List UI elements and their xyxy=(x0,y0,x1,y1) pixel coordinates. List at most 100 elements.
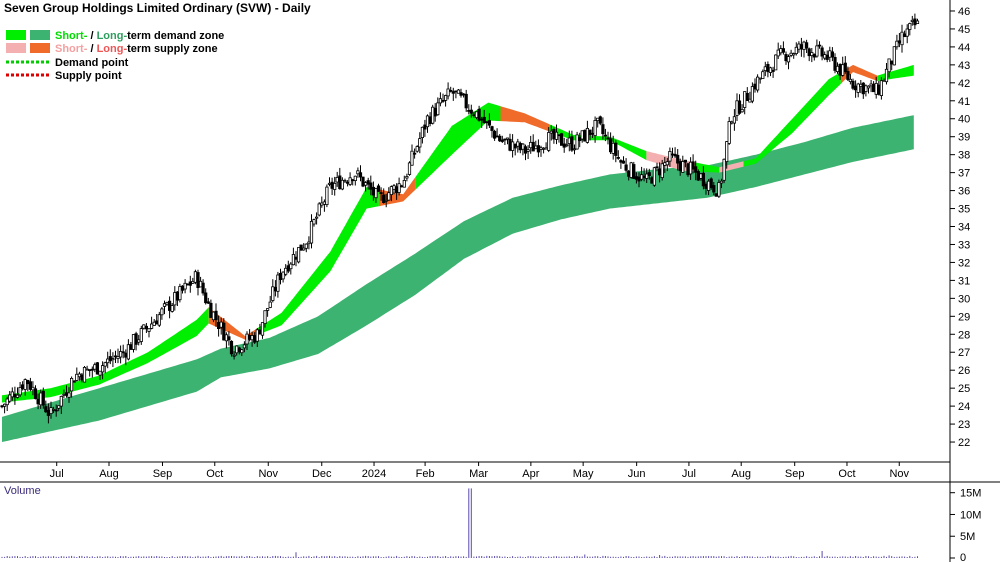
price-bar-body xyxy=(52,408,56,411)
price-bar-body xyxy=(304,243,308,249)
price-bar-body xyxy=(108,356,112,362)
price-bar-body xyxy=(477,108,481,121)
price-bar-body xyxy=(82,366,87,383)
price-bar-body xyxy=(835,65,840,73)
time-axis-ticks: Jul Aug Sep Oct Nov Dec 2024 Feb Mar Apr May Jun Jul… xyxy=(50,462,910,480)
price-bar-body xyxy=(642,175,646,178)
price-bar-body xyxy=(637,176,641,182)
price-bar-body xyxy=(72,380,76,383)
price-bar-body xyxy=(513,143,517,149)
price-bar-body xyxy=(531,141,535,152)
price-bar-body xyxy=(126,344,130,360)
price-bar-body xyxy=(763,66,767,72)
price-bar-body xyxy=(879,80,884,96)
volume-axis-ticks: 0 5M 10M 15M xyxy=(950,488,981,562)
price-bar-body xyxy=(776,49,780,57)
price-bar-body xyxy=(93,364,97,370)
price-bar-body xyxy=(57,405,61,409)
price-bar-body xyxy=(498,135,502,142)
price-bar-body xyxy=(851,80,855,89)
price-bar-body xyxy=(557,134,561,137)
time-tick-label: Jul xyxy=(50,468,64,480)
price-bar-body xyxy=(792,53,796,56)
short-term-supply-band xyxy=(500,106,550,132)
price-bar-body xyxy=(650,177,654,184)
price-bar-body xyxy=(180,285,185,291)
price-bar-body xyxy=(750,86,755,102)
price-bar-body xyxy=(464,93,468,109)
price-bar-body xyxy=(348,177,352,185)
price-bar-body xyxy=(877,84,881,95)
price-bar-body xyxy=(593,120,597,137)
price-tick-label: 43 xyxy=(958,60,970,72)
price-bar-body xyxy=(20,384,25,389)
price-bar-body xyxy=(565,144,569,147)
price-bar-body xyxy=(490,126,494,131)
price-bar-body xyxy=(699,173,703,179)
price-bar-body xyxy=(242,344,246,349)
price-bar-body xyxy=(400,185,404,188)
price-bar-body xyxy=(737,100,742,114)
price-bar-body xyxy=(255,329,259,342)
price-tick-label: 46 xyxy=(958,6,970,18)
price-bar-body xyxy=(603,134,608,137)
price-bar-body xyxy=(85,368,89,371)
price-bar-body xyxy=(186,283,190,286)
price-bar-body xyxy=(36,398,40,405)
price-bar-body xyxy=(596,117,600,121)
time-tick-label: Oct xyxy=(206,468,223,480)
legend-supply-zone: Short- / Long-term supply zone xyxy=(55,43,218,55)
price-bar-body xyxy=(418,138,422,148)
price-bar-body xyxy=(487,120,492,126)
price-bar-body xyxy=(575,134,579,150)
price-bar-body xyxy=(660,163,664,179)
price-bar-body xyxy=(585,127,590,143)
price-bar-body xyxy=(276,274,280,292)
price-bar-body xyxy=(284,267,288,275)
price-bar-body xyxy=(232,354,236,357)
price-bar-body xyxy=(670,153,675,156)
price-bar-body xyxy=(627,170,631,177)
price-bar-body xyxy=(139,328,143,342)
price-bar-body xyxy=(353,175,357,181)
price-bar-body xyxy=(469,109,473,114)
price-bar-body xyxy=(740,109,744,113)
price-bar-body xyxy=(325,186,329,206)
price-bar-body xyxy=(366,180,370,185)
price-bar-body xyxy=(820,47,824,57)
price-tick-label: 30 xyxy=(958,293,970,305)
price-bar-body xyxy=(124,352,128,358)
legend-demand-zone: Short- / Long-term demand zone xyxy=(55,30,224,42)
price-bar-body xyxy=(224,334,228,342)
price-bar-body xyxy=(351,179,355,182)
price-bar-body xyxy=(8,394,12,402)
price-bar-body xyxy=(75,373,79,381)
price-bar-body xyxy=(843,62,847,72)
price-bar-body xyxy=(345,181,350,184)
price-bar-body xyxy=(665,161,669,166)
price-bar-body xyxy=(655,166,659,169)
price-bar-body xyxy=(887,58,891,73)
price-bar-body xyxy=(253,335,257,343)
price-bar-body xyxy=(562,143,566,148)
price-bar-body xyxy=(717,182,721,197)
price-tick-label: 37 xyxy=(958,168,970,180)
price-bar-body xyxy=(691,161,695,170)
price-tick-label: 34 xyxy=(958,222,970,234)
price-bar-body xyxy=(601,124,605,135)
price-tick-label: 45 xyxy=(958,24,970,36)
price-bar-body xyxy=(88,369,92,372)
price-bar-body xyxy=(838,63,842,76)
price-bar-body xyxy=(756,76,760,91)
price-bar-body xyxy=(155,320,159,325)
price-bar-body xyxy=(567,137,571,144)
price-bar-body xyxy=(358,172,363,178)
price-tick-label: 32 xyxy=(958,257,970,269)
price-bar-body xyxy=(95,362,99,375)
price-bar-body xyxy=(732,116,737,124)
price-bar-body xyxy=(46,409,51,416)
price-bar-body xyxy=(523,146,528,154)
price-bar-body xyxy=(294,256,298,260)
price-bar-body xyxy=(549,130,553,134)
price-bar-body xyxy=(505,137,510,140)
